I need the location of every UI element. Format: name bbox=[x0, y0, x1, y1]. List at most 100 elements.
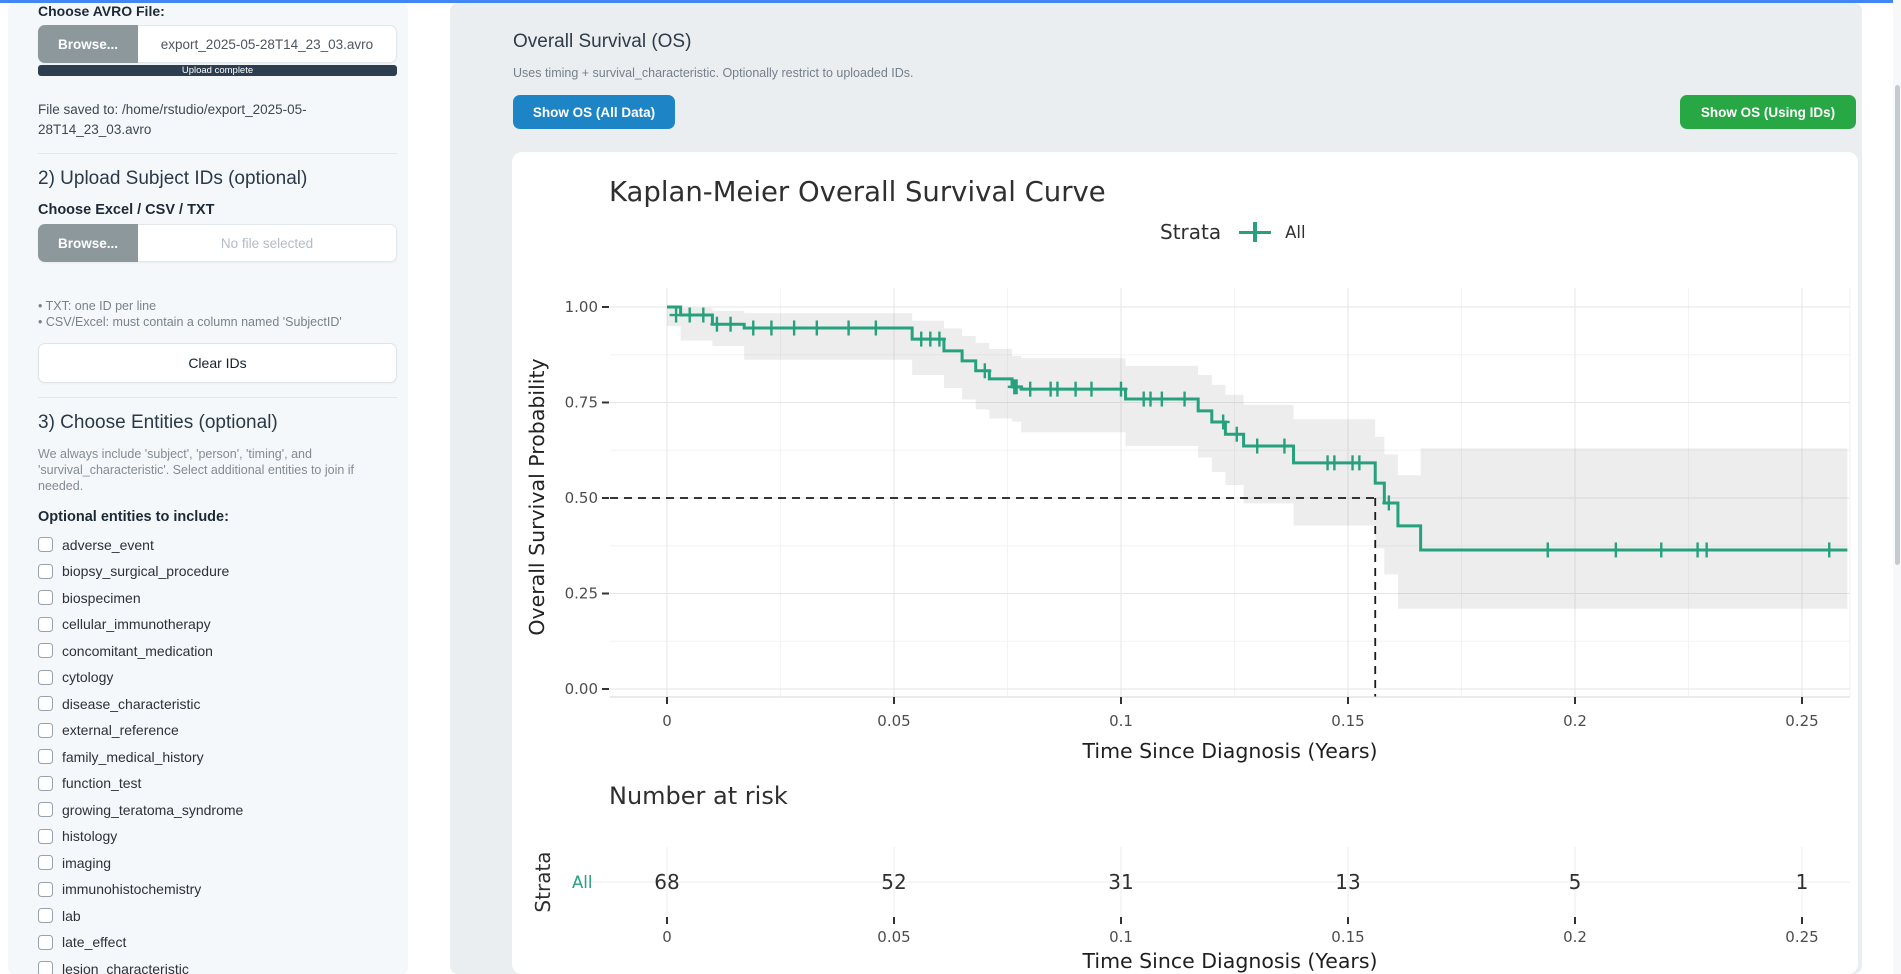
svg-text:0.50: 0.50 bbox=[565, 489, 598, 507]
entity-checkbox-label: immunohistochemistry bbox=[62, 881, 202, 898]
checkbox-unchecked[interactable] bbox=[38, 537, 53, 553]
entity-checkbox-row-disease_characteristic[interactable]: disease_characteristic bbox=[38, 693, 397, 714]
entity-checkbox-label: adverse_event bbox=[62, 536, 154, 553]
entity-checkbox-label: cytology bbox=[62, 669, 114, 686]
os-section-subtitle: Uses timing + survival_characteristic. O… bbox=[513, 66, 914, 80]
entity-checkbox-label: histology bbox=[62, 828, 118, 845]
checkbox-unchecked[interactable] bbox=[38, 590, 53, 606]
checkbox-unchecked[interactable] bbox=[38, 934, 53, 950]
top-accent-bar bbox=[0, 0, 1901, 3]
entity-checkbox-row-lesion_characteristic[interactable]: lesion_characteristic bbox=[38, 958, 397, 974]
svg-text:1.00: 1.00 bbox=[565, 298, 598, 316]
avro-file-label: Choose AVRO File: bbox=[38, 3, 165, 19]
scrollbar-thumb[interactable] bbox=[1895, 85, 1900, 565]
sidebar-panel: Choose AVRO File: Browse... export_2025-… bbox=[8, 3, 408, 974]
entities-description: We always include 'subject', 'person', '… bbox=[38, 447, 355, 494]
censor-plus-icon bbox=[1239, 221, 1272, 243]
entity-checkbox-row-biospecimen[interactable]: biospecimen bbox=[38, 587, 397, 608]
entity-checkbox-label: function_test bbox=[62, 775, 142, 792]
entity-checkbox-label: lab bbox=[62, 907, 81, 924]
show-os-all-data-button[interactable]: Show OS (All Data) bbox=[513, 95, 675, 129]
ids-note-txt: • TXT: one ID per line bbox=[38, 299, 157, 314]
svg-text:0.1: 0.1 bbox=[1109, 712, 1133, 730]
entity-checkbox-row-function_test[interactable]: function_test bbox=[38, 773, 397, 794]
checkbox-unchecked[interactable] bbox=[38, 828, 53, 844]
checkbox-unchecked[interactable] bbox=[38, 749, 53, 765]
show-os-using-ids-button[interactable]: Show OS (Using IDs) bbox=[1680, 95, 1856, 129]
svg-text:0: 0 bbox=[662, 928, 672, 946]
entity-checkbox-row-concomitant_medication[interactable]: concomitant_medication bbox=[38, 640, 397, 661]
svg-text:0.15: 0.15 bbox=[1331, 712, 1364, 730]
svg-text:0.15: 0.15 bbox=[1331, 928, 1364, 946]
checkbox-unchecked[interactable] bbox=[38, 722, 53, 738]
entity-checkbox-row-late_effect[interactable]: late_effect bbox=[38, 932, 397, 953]
svg-text:0.00: 0.00 bbox=[565, 680, 598, 698]
entity-checkbox-label: concomitant_medication bbox=[62, 642, 213, 659]
checkbox-unchecked[interactable] bbox=[38, 775, 53, 791]
os-section-title: Overall Survival (OS) bbox=[513, 31, 692, 52]
clear-ids-button[interactable]: Clear IDs bbox=[38, 343, 397, 384]
svg-text:0.75: 0.75 bbox=[565, 394, 598, 412]
upload-ids-heading: 2) Upload Subject IDs (optional) bbox=[38, 168, 308, 190]
entity-checkbox-row-cellular_immunotherapy[interactable]: cellular_immunotherapy bbox=[38, 614, 397, 635]
svg-text:0.25: 0.25 bbox=[1785, 928, 1818, 946]
checkbox-unchecked[interactable] bbox=[38, 669, 53, 685]
entities-list-label: Optional entities to include: bbox=[38, 509, 229, 526]
svg-text:Time Since Diagnosis (Years): Time Since Diagnosis (Years) bbox=[1081, 949, 1377, 973]
legend-title: Strata bbox=[1160, 220, 1222, 244]
checkbox-unchecked[interactable] bbox=[38, 696, 53, 712]
number-at-risk-heading: Number at risk bbox=[609, 782, 788, 810]
svg-text:0.2: 0.2 bbox=[1563, 928, 1587, 946]
entity-checkbox-row-immunohistochemistry[interactable]: immunohistochemistry bbox=[38, 879, 397, 900]
legend-entry-all: All bbox=[1285, 222, 1306, 242]
avro-filename-field[interactable]: export_2025-05-28T14_23_03.avro bbox=[138, 25, 397, 63]
entity-checkbox-row-imaging[interactable]: imaging bbox=[38, 852, 397, 873]
avro-file-input-group: Browse... export_2025-05-28T14_23_03.avr… bbox=[38, 25, 397, 63]
y-axis-title: Overall Survival Probability bbox=[525, 358, 549, 636]
svg-text:0.1: 0.1 bbox=[1109, 928, 1133, 946]
ids-file-label: Choose Excel / CSV / TXT bbox=[38, 202, 215, 219]
entity-checkbox-row-adverse_event[interactable]: adverse_event bbox=[38, 534, 397, 555]
entity-checkbox-row-biopsy_surgical_procedure[interactable]: biopsy_surgical_procedure bbox=[38, 561, 397, 582]
entity-checkbox-row-histology[interactable]: histology bbox=[38, 826, 397, 847]
checkbox-unchecked[interactable] bbox=[38, 616, 53, 632]
file-saved-note: File saved to: /home/rstudio/export_2025… bbox=[38, 102, 307, 137]
svg-text:0.05: 0.05 bbox=[877, 928, 910, 946]
entity-checkbox-label: lesion_characteristic bbox=[62, 960, 189, 974]
entity-checkbox-label: family_medical_history bbox=[62, 748, 204, 765]
ids-file-input-group: Browse... No file selected bbox=[38, 224, 397, 263]
svg-text:5: 5 bbox=[1569, 870, 1582, 894]
checkbox-unchecked[interactable] bbox=[38, 802, 53, 818]
entity-checkbox-row-growing_teratoma_syndrome[interactable]: growing_teratoma_syndrome bbox=[38, 799, 397, 820]
checkbox-unchecked[interactable] bbox=[38, 643, 53, 659]
entity-checkbox-label: external_reference bbox=[62, 722, 179, 739]
svg-text:1: 1 bbox=[1796, 870, 1809, 894]
scrollbar-track[interactable] bbox=[1893, 0, 1901, 974]
entity-checkbox-row-lab[interactable]: lab bbox=[38, 905, 397, 926]
entity-checkbox-row-external_reference[interactable]: external_reference bbox=[38, 720, 397, 741]
checkbox-unchecked[interactable] bbox=[38, 881, 53, 897]
ids-browse-button[interactable]: Browse... bbox=[38, 224, 138, 263]
entity-checkbox-row-family_medical_history[interactable]: family_medical_history bbox=[38, 746, 397, 767]
divider bbox=[38, 153, 397, 155]
checkbox-unchecked[interactable] bbox=[38, 855, 53, 871]
entity-checkbox-row-cytology[interactable]: cytology bbox=[38, 667, 397, 688]
entity-checkbox-label: imaging bbox=[62, 854, 112, 871]
svg-text:68: 68 bbox=[654, 870, 679, 894]
checkbox-unchecked[interactable] bbox=[38, 908, 53, 924]
km-plot-card: 0.00 0.25 0.50 0.75 1.00 0 0.05 0.1 0.15 0.2 0.25 T… bbox=[512, 152, 1858, 974]
ids-filename-field[interactable]: No file selected bbox=[138, 224, 397, 263]
checkbox-unchecked[interactable] bbox=[38, 961, 53, 974]
entity-checkbox-label: growing_teratoma_syndrome bbox=[62, 801, 244, 818]
entity-checkbox-label: cellular_immunotherapy bbox=[62, 616, 211, 633]
choose-entities-heading: 3) Choose Entities (optional) bbox=[38, 412, 278, 434]
chart-legend: Strata All bbox=[1160, 220, 1306, 244]
svg-text:0: 0 bbox=[662, 712, 672, 730]
avro-browse-button[interactable]: Browse... bbox=[38, 25, 138, 63]
entity-checkbox-label: biospecimen bbox=[62, 589, 141, 606]
checkbox-unchecked[interactable] bbox=[38, 563, 53, 579]
svg-text:Time Since Diagnosis (Years): Time Since Diagnosis (Years) bbox=[1081, 739, 1377, 763]
svg-text:13: 13 bbox=[1335, 870, 1360, 894]
